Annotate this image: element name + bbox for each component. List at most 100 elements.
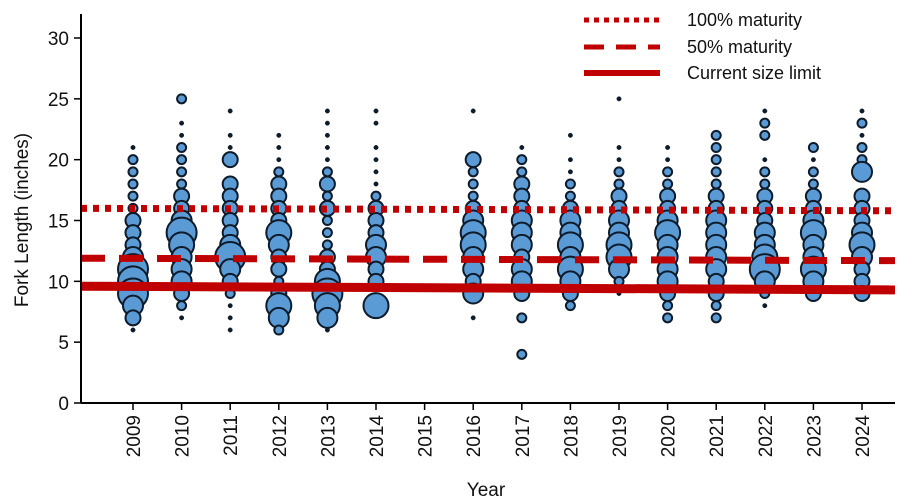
bubble bbox=[324, 108, 330, 114]
x-tick-label: 2009 bbox=[124, 415, 145, 457]
bubble-column-2024 bbox=[848, 108, 876, 302]
bubble-column-2018 bbox=[556, 132, 584, 312]
bubble bbox=[762, 108, 768, 114]
bubble bbox=[807, 178, 819, 190]
bubble bbox=[662, 178, 674, 190]
bubble bbox=[316, 306, 339, 329]
bubble bbox=[467, 178, 479, 190]
bubble bbox=[665, 145, 671, 150]
y-ticks: 0 5 10 15 20 25 30 bbox=[48, 29, 81, 415]
x-tick-label: 2019 bbox=[610, 415, 631, 457]
legend-label: 50% maturity bbox=[687, 37, 792, 57]
bubble bbox=[227, 327, 233, 333]
y-tick-label: 5 bbox=[58, 333, 69, 354]
bubble bbox=[662, 166, 674, 178]
x-tick-label: 2020 bbox=[659, 415, 680, 457]
bubble bbox=[613, 166, 625, 178]
y-tick-label: 25 bbox=[48, 90, 69, 111]
legend: 100% maturity 50% maturity Current size li… bbox=[584, 10, 821, 83]
bubble bbox=[710, 300, 722, 312]
bubble bbox=[516, 312, 528, 324]
bubble bbox=[176, 93, 188, 105]
bubble bbox=[710, 142, 722, 153]
x-ticks: 2009 2010 2011 2012 2013 2014 2015 2016 2017 2018… bbox=[124, 403, 874, 457]
bubble bbox=[176, 142, 188, 153]
bubble bbox=[516, 154, 528, 166]
y-tick-label: 20 bbox=[48, 151, 69, 172]
bubble-column-2012 bbox=[265, 132, 293, 336]
bubble bbox=[759, 117, 771, 129]
bubble bbox=[807, 166, 819, 178]
bubble bbox=[616, 157, 622, 163]
reference-line-solid bbox=[80, 281, 896, 295]
bubble bbox=[856, 142, 868, 153]
x-axis-title: Year bbox=[467, 480, 506, 501]
bubble bbox=[130, 327, 136, 333]
legend-label: 100% maturity bbox=[687, 10, 802, 30]
bubble bbox=[856, 117, 868, 129]
reference-line-dashed bbox=[80, 254, 896, 265]
bubble bbox=[616, 96, 622, 102]
bubbles-layer bbox=[117, 93, 876, 360]
bubble bbox=[127, 190, 139, 202]
bubble bbox=[564, 178, 576, 190]
bubble bbox=[127, 166, 139, 178]
bubble-column-2017 bbox=[510, 145, 533, 360]
bubble bbox=[516, 348, 528, 360]
bubble bbox=[321, 239, 333, 251]
bubble bbox=[564, 300, 576, 312]
bubble bbox=[762, 303, 768, 309]
bubble bbox=[321, 227, 333, 239]
bubble bbox=[179, 132, 185, 138]
bubble bbox=[470, 315, 476, 321]
bubble bbox=[762, 157, 768, 163]
bubble-column-2023 bbox=[799, 142, 827, 302]
bubble bbox=[227, 132, 233, 138]
bubble bbox=[616, 145, 622, 150]
bubble bbox=[227, 108, 233, 114]
bubble bbox=[227, 303, 233, 309]
bubble-column-2013 bbox=[311, 108, 344, 333]
bubble bbox=[276, 157, 282, 163]
bubble bbox=[179, 315, 185, 321]
bubble bbox=[710, 178, 722, 190]
x-tick-label: 2017 bbox=[513, 415, 534, 457]
bubble bbox=[710, 129, 722, 141]
bubble bbox=[373, 169, 379, 175]
x-tick-label: 2018 bbox=[561, 415, 582, 457]
bubble bbox=[373, 181, 379, 187]
bubble bbox=[567, 169, 573, 175]
bubble bbox=[179, 120, 185, 126]
bubble bbox=[273, 324, 285, 336]
bubble bbox=[270, 260, 288, 278]
bubble bbox=[564, 190, 576, 202]
bubble bbox=[227, 315, 233, 321]
bubble bbox=[464, 151, 482, 169]
y-tick-label: 15 bbox=[48, 212, 69, 233]
bubble-column-2021 bbox=[705, 129, 728, 324]
bubble bbox=[851, 160, 873, 183]
bubble bbox=[176, 166, 188, 178]
x-tick-label: 2023 bbox=[804, 415, 825, 457]
bubble bbox=[176, 154, 188, 166]
bubble bbox=[470, 108, 476, 114]
bubble bbox=[710, 166, 722, 178]
bubble bbox=[373, 108, 379, 114]
bubble bbox=[321, 190, 333, 202]
bubble bbox=[362, 292, 390, 320]
bubble bbox=[276, 132, 282, 138]
y-tick-label: 0 bbox=[58, 394, 69, 415]
bubble-column-2014 bbox=[362, 108, 390, 320]
x-tick-label: 2014 bbox=[367, 415, 388, 458]
bubble bbox=[467, 190, 479, 202]
bubble bbox=[662, 300, 674, 312]
bubble-column-2011 bbox=[214, 108, 247, 333]
bubble bbox=[324, 132, 330, 138]
bubble bbox=[516, 166, 528, 178]
bubble-column-2022 bbox=[748, 108, 781, 309]
legend-label: Current size limit bbox=[687, 63, 821, 83]
bubble bbox=[130, 145, 136, 150]
bubble bbox=[324, 120, 330, 126]
bubble bbox=[324, 327, 330, 333]
